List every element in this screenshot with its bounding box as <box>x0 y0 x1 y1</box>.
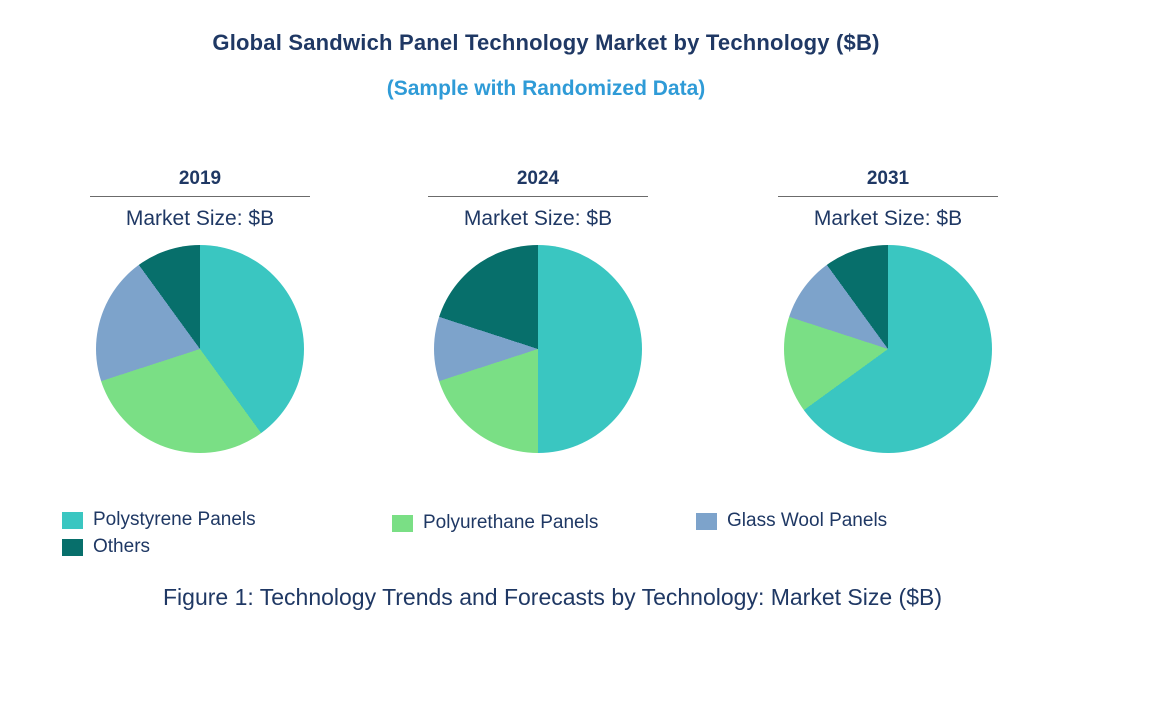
year-label-2024: 2024 <box>428 167 648 197</box>
legend-label-polyurethane: Polyurethane Panels <box>423 512 599 533</box>
pie-column-2024: 2024 Market Size: $B <box>428 167 648 453</box>
year-label-2019: 2019 <box>90 167 310 197</box>
year-label-2031: 2031 <box>778 167 998 197</box>
page-title: Global Sandwich Panel Technology Market … <box>212 30 880 55</box>
legend-item-polystyrene: Polystyrene Panels <box>62 509 256 531</box>
pie-chart-2031 <box>784 245 992 453</box>
legend-swatch-others-icon <box>62 538 83 556</box>
pie-chart-2019 <box>96 245 304 453</box>
page-subtitle: (Sample with Randomized Data) <box>386 77 706 100</box>
legend-label-polystyrene: Polystyrene Panels <box>93 509 256 530</box>
legend-swatch-glass-wool-icon <box>696 512 717 530</box>
legend-swatch-polystyrene-icon <box>62 511 83 529</box>
legend-item-others: Others <box>62 536 150 558</box>
axis-label-2019: Market Size: $B <box>125 207 275 230</box>
legend-item-polyurethane: Polyurethane Panels <box>392 512 598 534</box>
axis-label-2024: Market Size: $B <box>463 207 613 230</box>
legend-swatch-polyurethane-icon <box>392 514 413 532</box>
axis-label-2031: Market Size: $B <box>813 207 963 230</box>
legend-label-glass-wool: Glass Wool Panels <box>727 510 888 531</box>
pie-column-2031: 2031 Market Size: $B <box>778 167 998 453</box>
figure-caption: Figure 1: Technology Trends and Forecast… <box>163 584 942 610</box>
legend-item-glass-wool: Glass Wool Panels <box>696 510 887 532</box>
pie-column-2019: 2019 Market Size: $B <box>90 167 310 453</box>
pie-chart-2024 <box>434 245 642 453</box>
legend-label-others: Others <box>93 536 151 557</box>
